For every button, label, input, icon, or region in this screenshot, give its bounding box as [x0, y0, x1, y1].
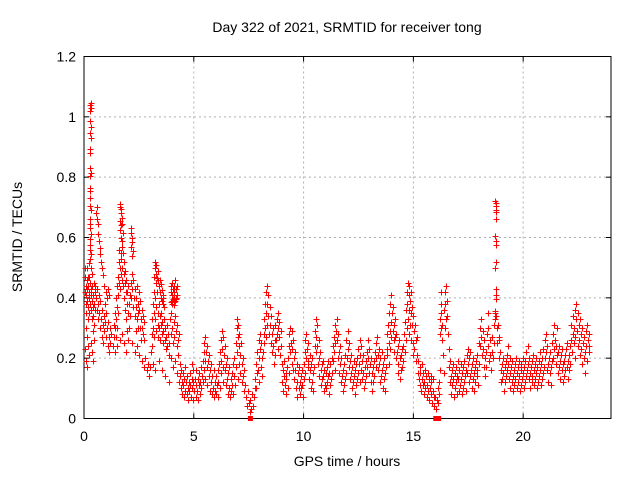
y-tick-label: 0.4 [57, 290, 77, 306]
x-tick-label: 10 [296, 428, 312, 444]
data-points-path [82, 100, 593, 416]
x-tick-labels: 0 5 10 15 20 [80, 428, 531, 444]
x-tick-label: 5 [190, 428, 198, 444]
y-tick-label: 1.2 [57, 49, 77, 65]
x-tick-label: 15 [406, 428, 422, 444]
y-tick-label: 0.6 [57, 230, 77, 246]
y-tick-label: 0 [68, 411, 76, 427]
y-tick-label: 0.8 [57, 169, 77, 185]
y-tick-label: 0.2 [57, 350, 77, 366]
x-tick-label: 0 [80, 428, 88, 444]
y-axis-label: SRMTID / TECUs [9, 182, 25, 292]
x-tick-label: 20 [515, 428, 531, 444]
y-tick-label: 1 [68, 109, 76, 125]
x-axis-label: GPS time / hours [294, 453, 401, 469]
zero-value-marker [436, 416, 442, 421]
zero-value-marker [433, 416, 439, 421]
zero-value-marker [247, 416, 253, 421]
axis-ticks [83, 56, 611, 419]
y-tick-labels: 0 0.2 0.4 0.6 0.8 1 1.2 [57, 49, 77, 427]
chart-title: Day 322 of 2021, SRMTID for receiver ton… [212, 19, 481, 35]
data-points [82, 100, 593, 421]
